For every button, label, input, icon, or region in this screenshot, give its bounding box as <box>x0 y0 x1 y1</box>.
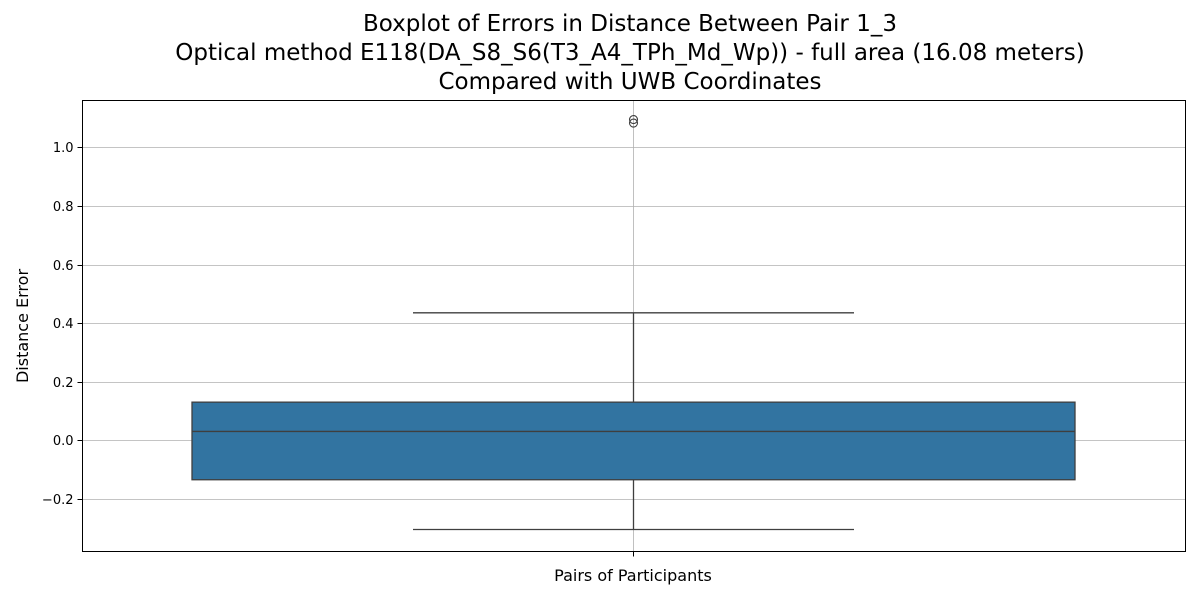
y-tick-label: 0.0 <box>53 434 74 449</box>
y-tick-label: 0.4 <box>53 317 74 332</box>
outlier-point <box>628 118 639 128</box>
y-tick-label: 1.0 <box>53 141 74 156</box>
chart-title-line-1: Boxplot of Errors in Distance Between Pa… <box>363 11 897 37</box>
chart-title: Boxplot of Errors in Distance Between Pa… <box>0 10 1200 97</box>
outlier-point <box>628 114 639 125</box>
chart-title-line-3: Compared with UWB Coordinates <box>438 69 822 95</box>
y-tick-label: −0.2 <box>42 493 74 508</box>
box-layer <box>191 114 1076 531</box>
y-tick-label: 0.6 <box>53 259 74 274</box>
chart-title-line-2: Optical method E118(DA_S8_S6(T3_A4_TPh_M… <box>175 40 1085 66</box>
tick-layer: −0.2 0.0 0.2 0.4 0.6 0.8 1.0 <box>42 141 634 557</box>
iqr-box <box>191 401 1076 481</box>
x-axis-label: Pairs of Participants <box>554 566 712 585</box>
y-tick-label: 0.2 <box>53 376 74 391</box>
y-axis-label: Distance Error <box>13 269 32 383</box>
y-tick-label: 0.8 <box>53 200 74 215</box>
